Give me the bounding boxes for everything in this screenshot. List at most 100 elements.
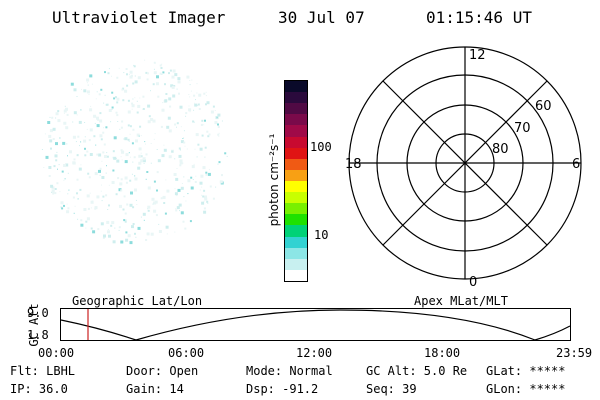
uv-speckle xyxy=(183,141,186,144)
date-label: 30 Jul 07 xyxy=(278,8,365,27)
uv-speckle xyxy=(180,140,184,144)
uv-speckle xyxy=(121,120,124,123)
uv-speckle xyxy=(191,79,193,81)
uv-speckle xyxy=(61,207,64,210)
uv-speckle xyxy=(150,232,154,236)
uv-speckle xyxy=(178,203,182,207)
uv-speckle xyxy=(204,197,208,201)
uv-speckle xyxy=(203,189,206,192)
uv-speckle xyxy=(77,218,79,220)
uv-speckle xyxy=(143,219,145,221)
uv-speckle xyxy=(146,72,149,75)
uv-speckle xyxy=(152,119,156,123)
uv-speckle xyxy=(116,76,119,79)
uv-speckle xyxy=(155,214,158,217)
uv-speckle xyxy=(187,193,189,195)
uv-speckle xyxy=(153,71,157,75)
uv-speckle xyxy=(199,181,203,185)
uv-speckle xyxy=(188,105,190,107)
uv-speckle xyxy=(200,174,204,178)
uv-speckle xyxy=(84,136,86,138)
uv-speckle xyxy=(189,84,191,86)
uv-speckle xyxy=(201,134,204,137)
uv-speckle xyxy=(63,112,65,114)
uv-speckle xyxy=(108,184,110,186)
uv-speckle xyxy=(76,154,79,157)
uv-speckle xyxy=(189,80,191,81)
uv-speckle xyxy=(144,141,146,143)
uv-speckle xyxy=(126,84,129,87)
colorbar-tick-10: 10 xyxy=(314,228,329,242)
uv-speckle xyxy=(121,88,124,91)
uv-speckle xyxy=(76,178,79,181)
uv-speckle xyxy=(120,126,123,129)
uv-speckle xyxy=(174,188,176,190)
uv-speckle xyxy=(148,115,151,118)
orbit-y-tick-1-8: 1.8 xyxy=(27,328,49,342)
uv-speckle xyxy=(134,175,136,177)
uv-speckle xyxy=(167,116,171,120)
uv-speckle xyxy=(83,208,87,211)
uv-speckle xyxy=(164,83,166,86)
uv-speckle xyxy=(86,128,88,130)
uv-speckle xyxy=(214,110,216,111)
uv-speckle xyxy=(106,152,108,154)
uv-speckle xyxy=(125,181,128,184)
uv-speckle xyxy=(169,69,172,72)
uv-speckle xyxy=(49,116,51,118)
uv-speckle xyxy=(98,153,102,157)
uv-speckle xyxy=(165,225,169,229)
uv-speckle xyxy=(194,103,198,107)
uv-speckle xyxy=(52,138,55,141)
uv-speckle xyxy=(207,135,210,138)
uv-speckle xyxy=(201,186,203,188)
uv-speckle xyxy=(122,208,125,211)
uv-speckle xyxy=(96,91,98,93)
uv-speckle xyxy=(142,108,145,110)
polar-label-18: 18 xyxy=(345,157,362,172)
app-title: Ultraviolet Imager xyxy=(52,8,226,27)
uv-speckle xyxy=(48,166,52,169)
uv-speckle xyxy=(108,234,111,238)
uv-speckle xyxy=(74,205,76,207)
uv-speckle xyxy=(112,169,115,172)
colorbar-swatch xyxy=(285,236,307,248)
uv-speckle xyxy=(107,209,109,210)
uv-speckle xyxy=(147,104,151,108)
colorbar-swatch xyxy=(285,192,307,204)
status-ip: IP: 36.0 xyxy=(10,382,68,396)
uv-speckle xyxy=(90,105,92,107)
uv-speckle xyxy=(72,161,76,165)
uv-speckle xyxy=(118,226,121,229)
uv-image xyxy=(41,59,228,245)
uv-speckle xyxy=(137,166,141,170)
uv-speckle xyxy=(45,155,49,159)
uv-speckle xyxy=(101,200,103,202)
uv-speckle xyxy=(80,219,83,222)
uv-speckle xyxy=(179,105,183,109)
uv-speckle xyxy=(192,179,194,180)
uv-speckle xyxy=(103,143,106,146)
uv-speckle xyxy=(202,195,205,198)
uv-speckle xyxy=(131,108,133,110)
uv-speckle xyxy=(60,206,63,209)
uv-speckle xyxy=(86,90,90,94)
uv-speckle xyxy=(106,155,109,158)
uv-speckle xyxy=(166,125,170,129)
uv-speckle xyxy=(68,189,70,191)
uv-speckle xyxy=(54,154,58,158)
uv-speckle xyxy=(57,168,58,170)
uv-speckle xyxy=(132,82,135,85)
uv-speckle xyxy=(94,172,98,176)
uv-speckle xyxy=(62,141,66,145)
uv-speckle xyxy=(157,95,160,98)
uv-speckle xyxy=(176,126,177,128)
uv-speckle xyxy=(129,133,131,135)
uv-speckle xyxy=(100,88,103,91)
colorbar-swatch xyxy=(285,269,307,281)
uv-speckle xyxy=(201,194,203,196)
uv-speckle xyxy=(129,203,133,207)
uv-speckle xyxy=(105,194,108,197)
uv-speckle xyxy=(206,200,209,203)
uv-speckle xyxy=(193,94,196,97)
